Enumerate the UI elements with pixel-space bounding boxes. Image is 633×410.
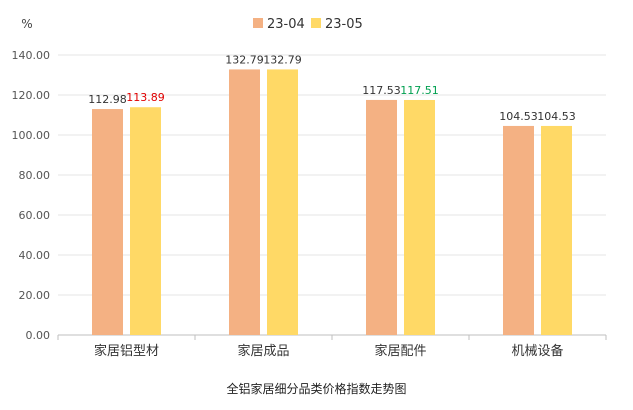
data-label: 113.89 [126, 91, 165, 104]
y-tick-label: 120.00 [12, 89, 51, 102]
y-tick-label: 20.00 [19, 289, 51, 302]
y-tick-label: 60.00 [19, 209, 51, 222]
data-label: 132.79 [263, 53, 302, 66]
data-label: 132.79 [225, 53, 264, 66]
legend-swatch [311, 18, 321, 28]
bar [267, 69, 298, 336]
bar [404, 99, 435, 335]
x-tick-label: 家居铝型材 [94, 343, 159, 359]
bar [503, 125, 534, 335]
data-label: 104.53 [537, 110, 576, 123]
data-label: 104.53 [499, 110, 538, 123]
bar [92, 109, 123, 335]
legend-swatch [253, 18, 263, 28]
chart-title: 全铝家居细分品类价格指数走势图 [226, 382, 407, 396]
y-tick-label: 80.00 [19, 169, 51, 182]
legend-label: 23-05 [325, 17, 363, 32]
x-tick-label: 机械设备 [511, 343, 563, 359]
data-label: 117.53 [362, 84, 401, 97]
y-tick-label: 40.00 [19, 249, 51, 262]
legend-label: 23-04 [267, 17, 305, 32]
data-label: 112.98 [88, 93, 127, 106]
bar [130, 107, 161, 335]
bar [366, 99, 397, 335]
bar [229, 69, 260, 336]
x-tick-label: 家居成品 [237, 343, 289, 359]
bar [541, 125, 572, 335]
y-tick-label: 0.00 [26, 329, 51, 342]
y-tick-label: 140.00 [12, 49, 51, 62]
x-tick-label: 家居配件 [374, 343, 426, 359]
y-tick-label: 100.00 [12, 129, 51, 142]
data-label: 117.51 [400, 84, 439, 97]
y-unit-label: % [21, 17, 32, 31]
